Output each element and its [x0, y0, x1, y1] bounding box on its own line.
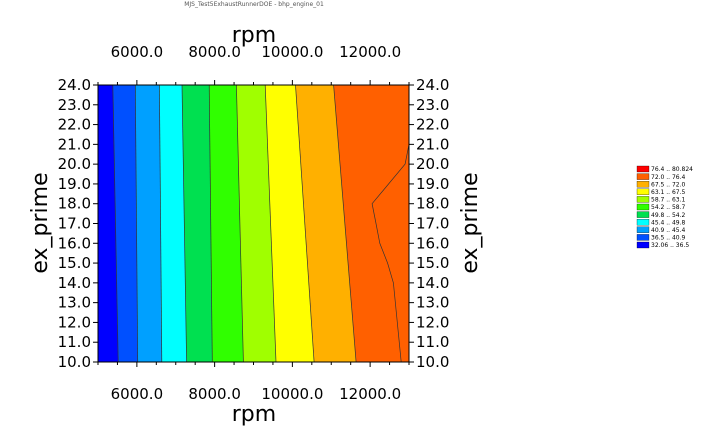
legend-swatch — [636, 188, 650, 195]
y-tick-label-right: 16.0 — [416, 234, 449, 252]
legend-swatch — [636, 165, 650, 173]
y-tick-label-right: 22.0 — [416, 116, 449, 134]
y-tick-label-left: 19.0 — [58, 175, 91, 193]
legend-label: 36.5 .. 40.9 — [651, 235, 686, 242]
legend-label: 45.4 .. 49.8 — [651, 219, 686, 226]
y-tick-label-right: 21.0 — [416, 135, 449, 153]
x-axis-title-bottom: rpm — [232, 402, 276, 427]
y-tick-label-left: 18.0 — [58, 195, 91, 213]
contour-band — [159, 85, 187, 362]
y-tick-label-left: 16.0 — [58, 234, 91, 252]
axes: 6000.0 6000.0 8000.0 8000.0 10000.0 10000.0 12… — [58, 43, 450, 403]
contour-band — [209, 85, 244, 362]
contour-band — [265, 85, 315, 362]
y-tick-label-left: 10.0 — [58, 353, 91, 371]
y-tick-label-right: 23.0 — [416, 96, 449, 114]
x-tick-label-bottom: 8000.0 — [188, 385, 241, 403]
x-axis-title-top: rpm — [232, 23, 276, 48]
x-tick-label-bottom: 6000.0 — [111, 385, 164, 403]
chart-title: MJS_Test5ExhaustRunnerDOE - bhp_engine_0… — [184, 1, 324, 8]
contour-line — [333, 84, 357, 363]
x-tick-label-top: 6000.0 — [111, 43, 164, 61]
y-tick-label-right: 10.0 — [416, 353, 449, 371]
legend-label: 54.2 .. 58.7 — [651, 204, 686, 211]
y-tick-label-left: 11.0 — [58, 333, 91, 351]
y-tick-label-left: 24.0 — [58, 76, 91, 94]
y-tick-label-right: 13.0 — [416, 294, 449, 312]
y-tick-label-left: 23.0 — [58, 96, 91, 114]
y-tick-label-right: 24.0 — [416, 76, 449, 94]
contour-band — [112, 85, 138, 362]
contour-line — [181, 84, 187, 363]
y-tick-label-left: 14.0 — [58, 274, 91, 292]
x-tick-label-top: 10000.0 — [261, 43, 323, 61]
x-tick-label-bottom: 10000.0 — [261, 385, 323, 403]
contour-band — [182, 85, 213, 362]
y-tick-label-right: 12.0 — [416, 313, 449, 331]
y-tick-label-right: 14.0 — [416, 274, 449, 292]
legend-swatch — [636, 181, 650, 188]
contour-line — [371, 144, 410, 363]
legend-swatch — [636, 226, 650, 233]
y-tick-label-left: 15.0 — [58, 254, 91, 272]
contour-band — [98, 85, 119, 362]
y-axis-title-right: ex_prime — [458, 172, 483, 273]
legend-swatch — [636, 203, 650, 211]
contour-line — [159, 84, 163, 363]
legend-label: 40.9 .. 45.4 — [651, 227, 686, 234]
legend-swatch — [636, 173, 650, 180]
contour-band — [295, 85, 357, 362]
legend-swatch — [636, 241, 650, 249]
y-tick-label-right: 11.0 — [416, 333, 449, 351]
y-tick-label-right: 17.0 — [416, 215, 449, 233]
contour-band — [135, 85, 162, 362]
contour-band — [333, 85, 409, 362]
legend-label: 76.4 .. 80.824 — [651, 166, 693, 173]
y-tick-label-left: 12.0 — [58, 313, 91, 331]
x-tick-label-top: 8000.0 — [188, 43, 241, 61]
legend-label: 72.0 .. 76.4 — [651, 174, 686, 181]
legend-swatch — [636, 196, 650, 203]
contour-line — [236, 84, 244, 363]
y-tick-label-left: 17.0 — [58, 215, 91, 233]
y-tick-label-right: 20.0 — [416, 155, 449, 173]
y-axis-title-left: ex_prime — [28, 172, 53, 273]
legend-swatch — [636, 219, 650, 226]
y-tick-label-right: 15.0 — [416, 254, 449, 272]
legend-label: 63.1 .. 67.5 — [651, 189, 686, 196]
contour-line — [112, 84, 119, 363]
legend-label: 67.5 .. 72.0 — [651, 181, 686, 188]
legend-label: 49.8 .. 54.2 — [651, 212, 686, 219]
legend-label: 32.06 .. 36.5 — [651, 242, 689, 249]
y-tick-label-left: 20.0 — [58, 155, 91, 173]
contour-lines — [112, 84, 410, 363]
legend-swatch — [636, 234, 650, 241]
y-tick-label-left: 21.0 — [58, 135, 91, 153]
y-tick-label-right: 19.0 — [416, 175, 449, 193]
y-tick-label-right: 18.0 — [416, 195, 449, 213]
contour-line — [264, 84, 277, 363]
x-tick-label-bottom: 12000.0 — [339, 385, 401, 403]
legend-swatch — [636, 211, 650, 218]
contour-line — [208, 84, 213, 363]
y-tick-label-left: 13.0 — [58, 294, 91, 312]
x-tick-label-top: 12000.0 — [339, 43, 401, 61]
contour-line — [295, 84, 315, 363]
legend-label: 58.7 .. 63.1 — [651, 197, 686, 204]
y-tick-label-left: 22.0 — [58, 116, 91, 134]
contour-band — [236, 85, 276, 362]
contour-bands — [98, 85, 409, 362]
contour-line — [134, 84, 139, 363]
